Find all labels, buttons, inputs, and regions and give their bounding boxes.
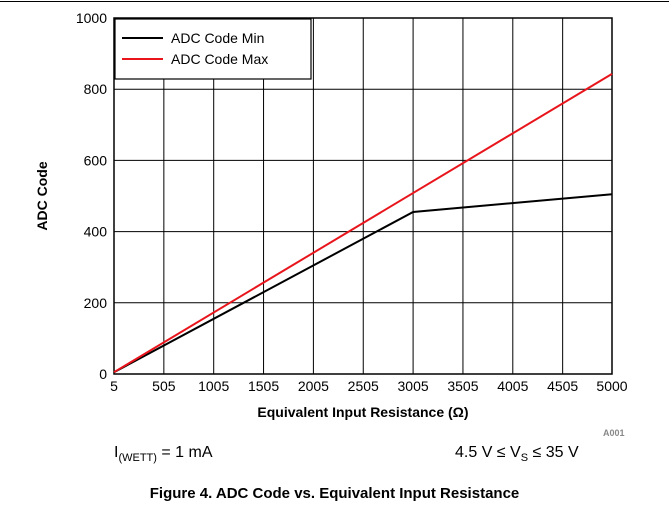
legend-box: [114, 18, 312, 80]
x-tick-label: 4005: [497, 378, 528, 394]
legend-label-2: ADC Code Max: [171, 51, 268, 67]
x-tick-label: 5000: [596, 378, 627, 394]
x-tick-label: 4505: [547, 378, 578, 394]
series-line-1: [113, 193, 613, 374]
legend: ADC Code Min ADC Code Max: [114, 18, 312, 80]
grid: [114, 18, 612, 374]
y-tick-label: 800: [84, 81, 108, 97]
voltage-upper: ≤ 35 V: [528, 444, 579, 461]
y-tick-label: 200: [84, 295, 108, 311]
x-tick-label: 2005: [298, 378, 329, 394]
x-tick-label: 1005: [198, 378, 229, 394]
figure-code: A001: [603, 428, 625, 438]
y-tick-label: 600: [84, 152, 108, 168]
series-layer: [113, 73, 613, 374]
current-condition: I(WETT) = 1 mA: [114, 444, 213, 467]
current-symbol: I: [114, 444, 119, 461]
x-tick-label: 505: [152, 378, 176, 394]
legend-label-1: ADC Code Min: [171, 30, 264, 46]
voltage-subscript: S: [520, 452, 529, 464]
voltage-lower: 4.5 V ≤ V: [455, 444, 521, 461]
adc-code-chart: 5 505 1005 1505 2005 2505 3005 3505 4005 4505 5000…: [34, 10, 628, 420]
x-tick-label: 3505: [447, 378, 478, 394]
current-value: = 1 mA: [156, 444, 213, 461]
figure-caption: Figure 4. ADC Code vs. Equivalent Input …: [149, 485, 520, 502]
x-tick-label: 1505: [248, 378, 279, 394]
x-axis-label: Equivalent Input Resistance (Ω): [257, 404, 468, 420]
y-tick-label: 400: [84, 224, 108, 240]
x-tick-label: 2505: [348, 378, 379, 394]
voltage-condition: 4.5 V ≤ VS ≤ 35 V: [455, 444, 579, 467]
plot-frame: [113, 17, 613, 375]
tick-labels: 5 505 1005 1505 2005 2505 3005 3505 4005 4505 5000…: [76, 10, 628, 394]
y-tick-label: 1000: [76, 10, 107, 26]
current-subscript: (WETT): [118, 452, 157, 464]
y-tick-label: 0: [99, 366, 107, 382]
series-line-2: [113, 73, 613, 374]
y-axis-label: ADC Code: [34, 161, 50, 230]
x-tick-label: 5: [110, 378, 118, 394]
top-rule: [0, 1, 669, 2]
x-tick-label: 3005: [398, 378, 429, 394]
